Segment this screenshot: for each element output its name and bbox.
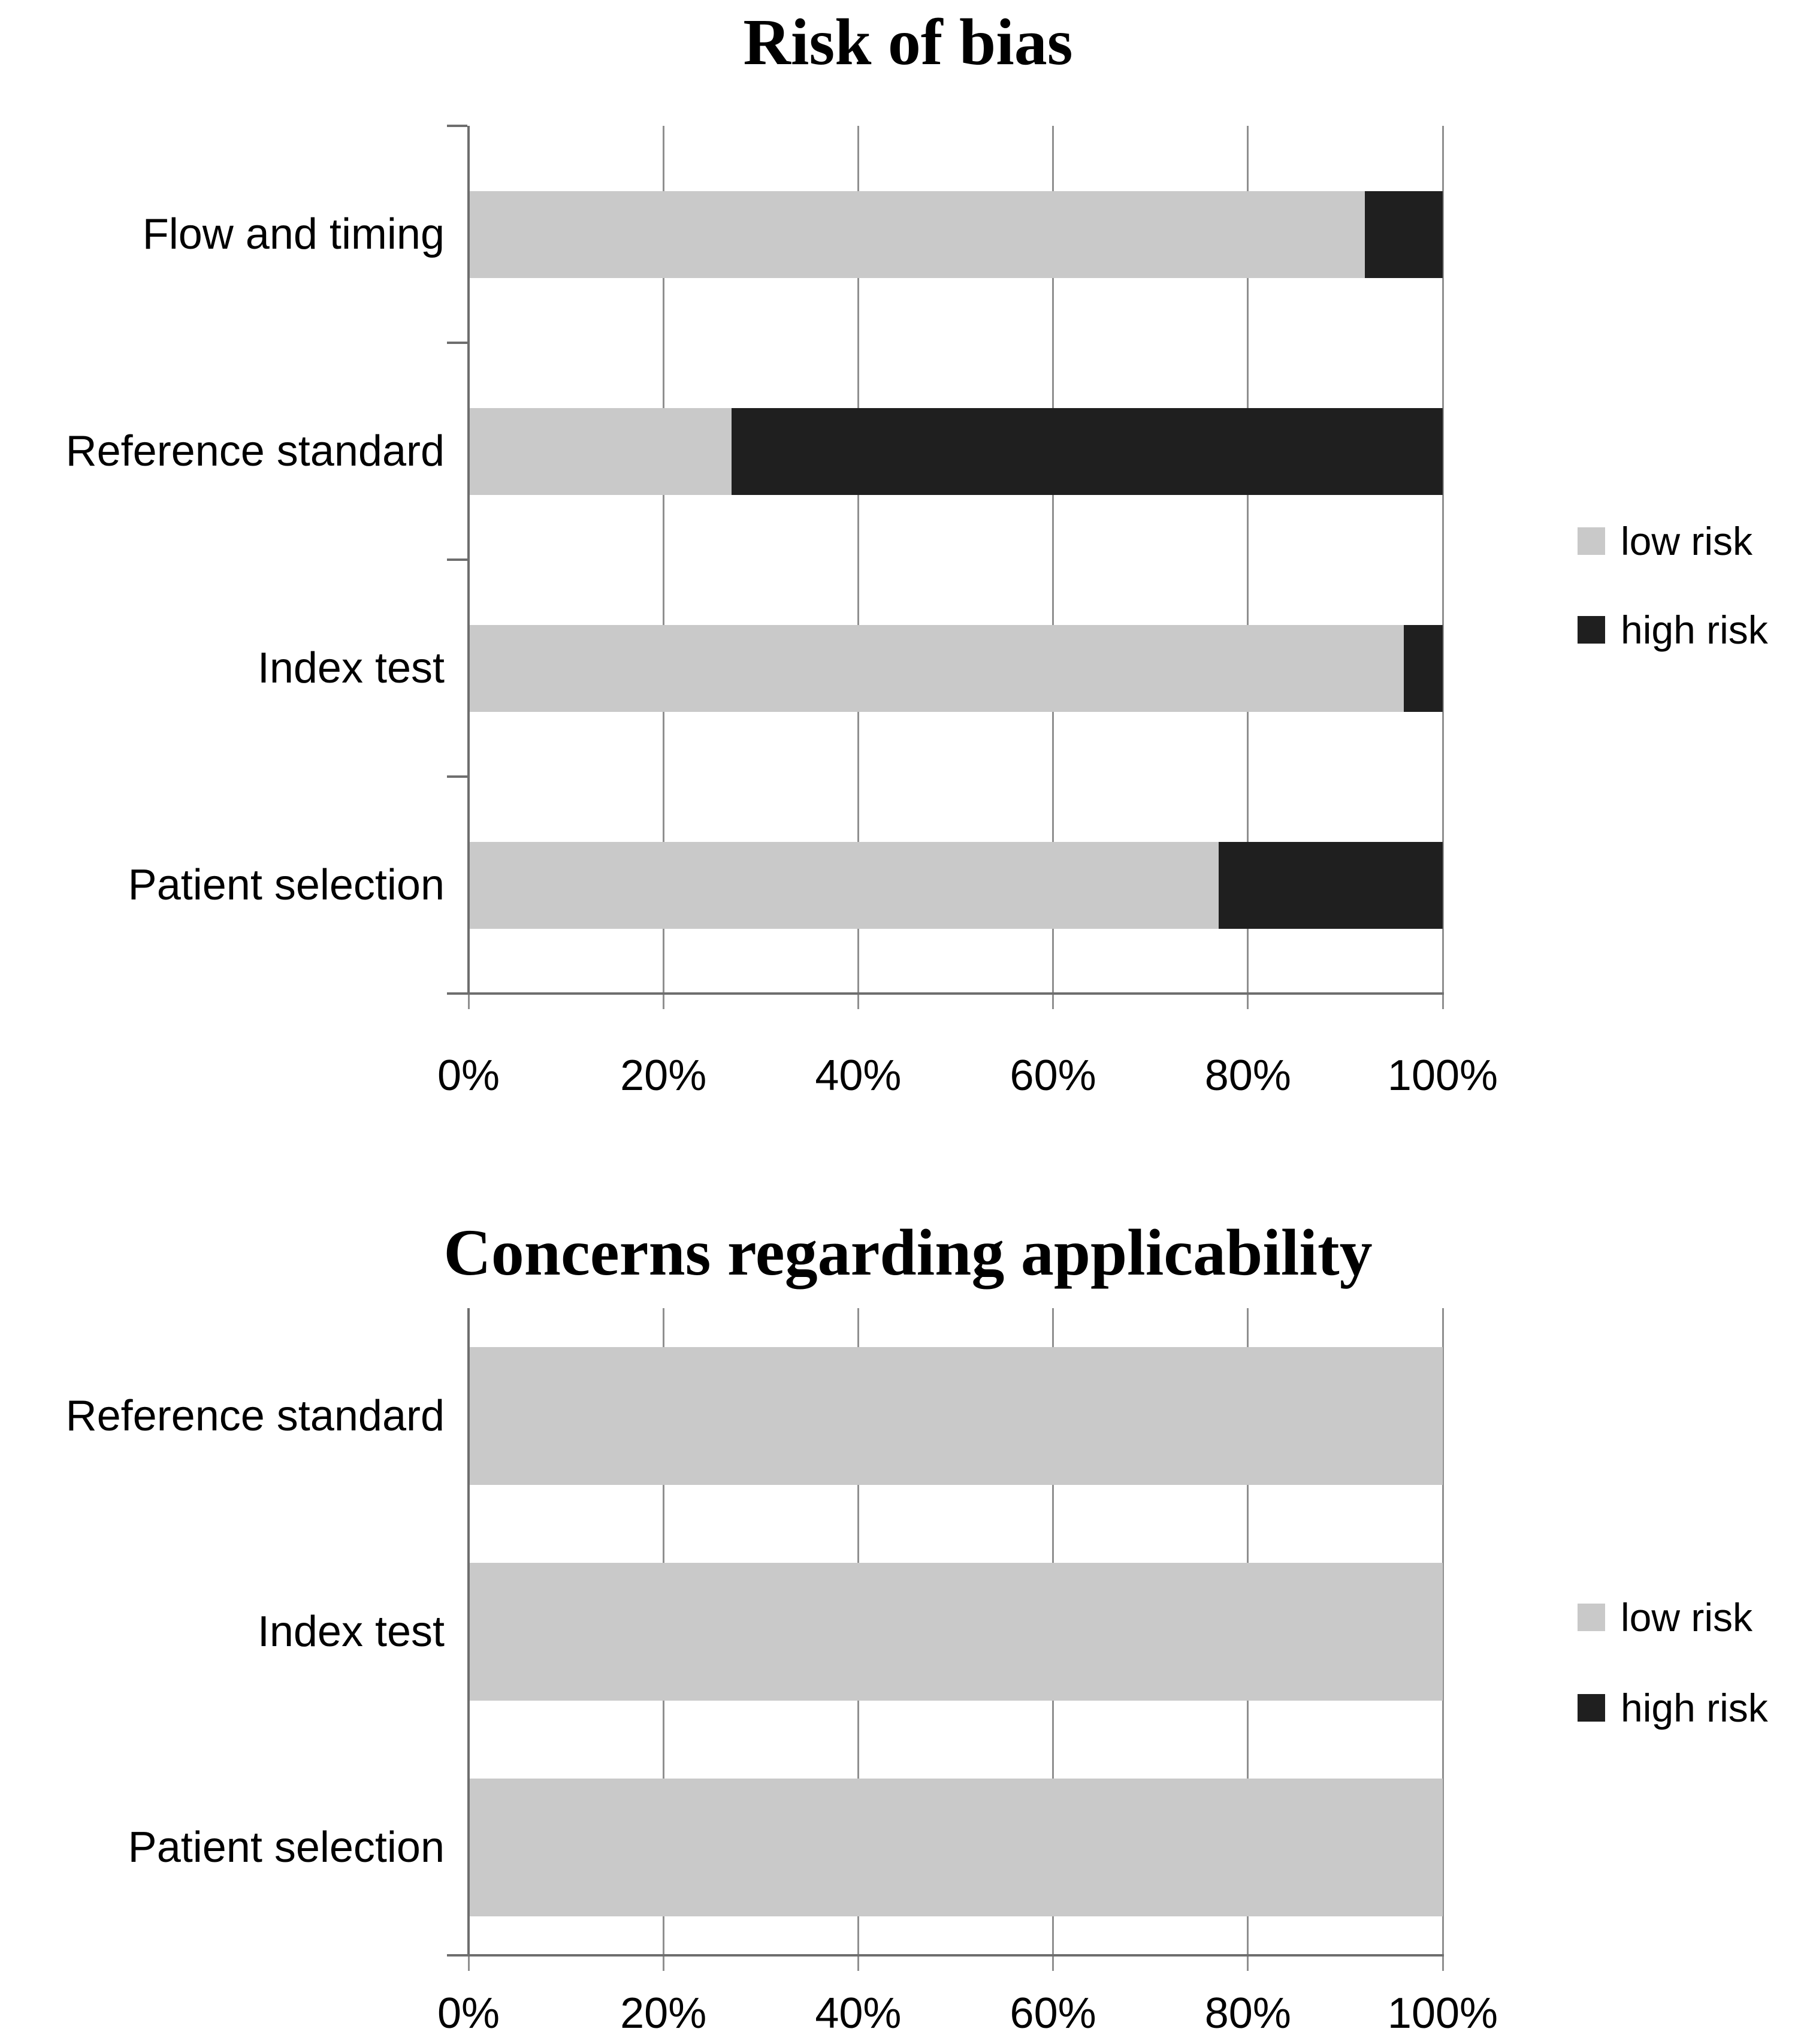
x-tick-label: 20% xyxy=(620,1989,707,2037)
gridline xyxy=(1247,126,1249,994)
category-label: Index test xyxy=(257,1608,445,1656)
chart-title: Risk of bias xyxy=(743,5,1073,79)
x-axis-line xyxy=(447,1954,1444,1957)
y-axis-tick xyxy=(447,775,467,778)
x-axis-tick xyxy=(1442,994,1444,1009)
legend-item: low risk xyxy=(1578,1595,1753,1640)
category-label: Reference standard xyxy=(65,1392,445,1440)
category-label: Flow and timing xyxy=(142,210,445,258)
x-tick-label: 40% xyxy=(815,1989,902,2037)
x-axis-tick xyxy=(857,1955,859,1971)
legend-swatch-low-risk xyxy=(1578,527,1605,555)
y-axis-line xyxy=(467,126,470,994)
x-axis-tick xyxy=(467,1955,470,1971)
bar-segment-low-risk xyxy=(469,1563,1443,1701)
x-axis-tick xyxy=(1247,1955,1249,1971)
category-label: Reference standard xyxy=(65,427,445,475)
gridline xyxy=(1442,1308,1444,1955)
x-axis-tick xyxy=(467,994,470,1009)
gridline xyxy=(857,126,859,994)
category-label: Patient selection xyxy=(128,1823,445,1871)
legend-item: high risk xyxy=(1578,608,1768,652)
legend-label: low risk xyxy=(1621,519,1753,563)
x-tick-label: 80% xyxy=(1204,1989,1291,2037)
x-axis-tick xyxy=(662,1955,664,1971)
x-axis-line xyxy=(447,992,1444,995)
bar-segment-high-risk xyxy=(1364,191,1443,278)
bar-segment-high-risk xyxy=(1403,624,1443,712)
x-axis-tick xyxy=(1442,1955,1444,1971)
bar-segment-low-risk xyxy=(469,407,732,495)
bar-segment-low-risk xyxy=(469,624,1404,712)
legend-label: high risk xyxy=(1621,608,1768,652)
x-tick-label: 60% xyxy=(1010,1052,1096,1100)
category-label: Index test xyxy=(257,644,445,692)
x-tick-label: 100% xyxy=(1387,1052,1498,1100)
legend-swatch-low-risk xyxy=(1578,1604,1605,1631)
y-axis-line xyxy=(467,1308,470,1955)
legend-swatch-high-risk xyxy=(1578,616,1605,644)
legend-label: low risk xyxy=(1621,1595,1753,1640)
bar-segment-high-risk xyxy=(732,407,1443,495)
x-axis-tick xyxy=(1052,1955,1054,1971)
x-axis-tick xyxy=(857,994,859,1009)
y-axis-tick xyxy=(447,558,467,561)
legend-swatch-high-risk xyxy=(1578,1694,1605,1722)
category-label: Patient selection xyxy=(128,861,445,909)
x-axis-tick xyxy=(1247,994,1249,1009)
bar-segment-low-risk xyxy=(469,191,1365,278)
bar-segment-low-risk xyxy=(469,841,1219,929)
x-tick-label: 40% xyxy=(815,1052,902,1100)
legend-label: high risk xyxy=(1621,1686,1768,1730)
x-tick-label: 0% xyxy=(437,1052,500,1100)
x-tick-label: 60% xyxy=(1010,1989,1096,2037)
x-tick-label: 20% xyxy=(620,1052,707,1100)
chart-title: Concerns regarding applicability xyxy=(443,1216,1373,1289)
x-tick-label: 100% xyxy=(1387,1989,1498,2037)
gridline xyxy=(1442,126,1444,994)
bar-segment-high-risk xyxy=(1219,841,1443,929)
bar-segment-low-risk xyxy=(469,1779,1443,1916)
x-tick-label: 0% xyxy=(437,1989,500,2037)
x-axis-tick xyxy=(662,994,664,1009)
legend-item: low risk xyxy=(1578,519,1753,563)
x-axis-tick xyxy=(1052,994,1054,1009)
y-axis-tick xyxy=(447,125,467,127)
gridline xyxy=(662,126,664,994)
legend-item: high risk xyxy=(1578,1686,1768,1730)
x-tick-label: 80% xyxy=(1204,1052,1291,1100)
bar-segment-low-risk xyxy=(469,1347,1443,1485)
gridline xyxy=(1052,126,1054,994)
y-axis-tick xyxy=(447,342,467,344)
